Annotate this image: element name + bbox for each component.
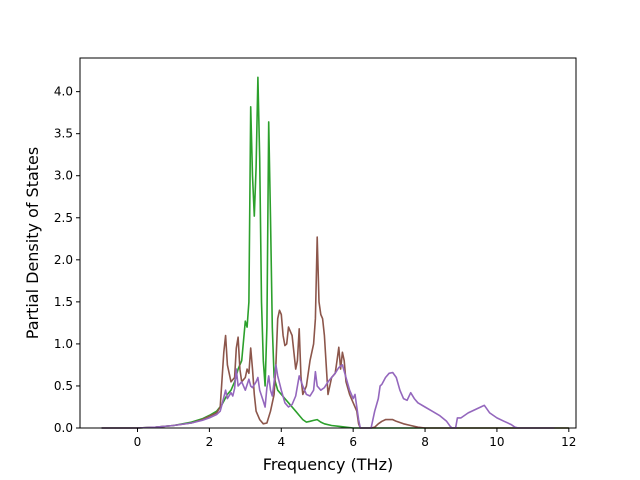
y-tick-label: 4.0 — [54, 85, 73, 99]
x-tick-label: 12 — [561, 435, 576, 449]
x-axis: 0 2 4 6 8 10 12 — [134, 428, 576, 449]
y-axis-title: Partial Density of States — [23, 147, 42, 339]
y-tick-label: 2.5 — [54, 211, 73, 225]
x-tick-label: 4 — [277, 435, 285, 449]
x-tick-label: 10 — [489, 435, 504, 449]
y-tick-label: 2.0 — [54, 253, 73, 267]
y-tick-label: 1.5 — [54, 295, 73, 309]
x-tick-label: 0 — [134, 435, 142, 449]
y-tick-label: 1.0 — [54, 337, 73, 351]
y-tick-label: 0.5 — [54, 379, 73, 393]
x-tick-label: 2 — [206, 435, 214, 449]
y-tick-label: 3.0 — [54, 169, 73, 183]
x-tick-label: 6 — [349, 435, 357, 449]
x-axis-title: Frequency (THz) — [263, 455, 393, 474]
y-tick-label: 3.5 — [54, 127, 73, 141]
y-axis: 0.0 0.5 1.0 1.5 2.0 2.5 3.0 3.5 4.0 — [54, 85, 80, 435]
x-tick-label: 8 — [421, 435, 429, 449]
y-tick-label: 0.0 — [54, 421, 73, 435]
plot-frame — [79, 57, 577, 429]
